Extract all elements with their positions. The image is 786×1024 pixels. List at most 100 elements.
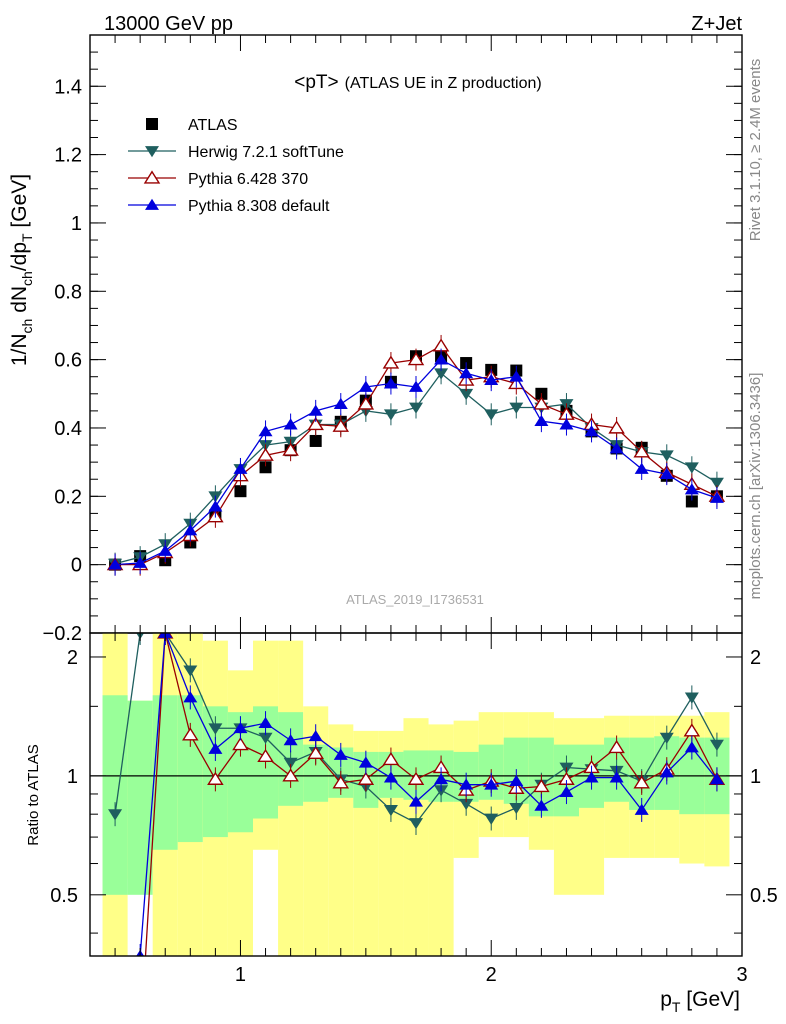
y-tick-label: 0.2 xyxy=(54,486,82,508)
data-point xyxy=(634,462,649,474)
y-tick-label: 0 xyxy=(71,555,82,577)
ratio-point xyxy=(584,771,599,783)
data-point xyxy=(584,425,599,437)
data-point xyxy=(233,462,248,474)
main-panel: ATLAS_2019_I1736531 <pT> (ATLAS UE in Z p… xyxy=(8,34,743,645)
ratio-point xyxy=(659,732,674,744)
ratio-point xyxy=(609,771,624,783)
ratio-point xyxy=(709,773,724,785)
ratio-series-pythia-6-428-370 xyxy=(144,633,726,956)
ratio-point xyxy=(509,774,524,787)
data-point xyxy=(509,370,524,382)
series-pythia-6-428-370 xyxy=(106,334,726,576)
ratio-y-tick-label: 1 xyxy=(67,766,78,788)
data-point xyxy=(409,402,423,414)
rivet-label: Rivet 3.1.10, ≥ 2.4M events xyxy=(747,59,764,242)
ratio-y-tick-label-right: 2 xyxy=(750,647,761,669)
legend-item-herwig-7-2-1-softtune: Herwig 7.2.1 softTune xyxy=(128,144,344,161)
data-point xyxy=(259,461,272,474)
legend-marker xyxy=(146,118,158,130)
ratio-point xyxy=(634,803,649,815)
data-point xyxy=(409,380,423,392)
legend-label: Pythia 8.308 default xyxy=(188,198,330,215)
ratio-point xyxy=(484,813,499,825)
y-tick-label: 0.8 xyxy=(54,281,82,303)
data-point xyxy=(684,483,699,495)
data-point xyxy=(258,425,273,437)
data-point xyxy=(358,380,373,392)
ratio-point xyxy=(183,691,198,703)
ratio-point xyxy=(308,729,323,742)
ratio-point xyxy=(207,771,224,785)
ratio-point xyxy=(684,692,699,704)
uncertainty-band-green xyxy=(177,695,203,843)
ratio-point xyxy=(534,799,549,811)
ratio-point xyxy=(333,748,348,760)
x-axis-label: pT [GeV] xyxy=(660,988,740,1015)
legend: ATLAS Herwig 7.2.1 softTune Pythia 6.428 3… xyxy=(128,117,344,215)
ratio-y-label: Ratio to ATLAS xyxy=(25,744,42,845)
legend-label: ATLAS xyxy=(188,117,238,134)
channel-label: Z+Jet xyxy=(691,13,742,35)
ratio-point xyxy=(208,723,223,735)
series-pythia-8-308-default xyxy=(108,348,724,576)
ratio-point xyxy=(232,736,249,751)
ratio-point xyxy=(108,809,123,821)
ratio-point xyxy=(183,665,198,677)
ratio-point xyxy=(434,773,449,785)
ratio-point xyxy=(409,818,423,830)
mcplots-label: mcplots.cern.ch [arXiv:1306.3436] xyxy=(747,373,764,600)
data-point xyxy=(659,467,674,480)
data-point xyxy=(158,544,173,556)
data-point xyxy=(133,556,148,568)
ratio-point xyxy=(382,751,400,766)
ratio-point xyxy=(358,756,373,768)
data-point xyxy=(633,444,650,458)
legend-marker xyxy=(145,146,159,158)
legend-label: Pythia 6.428 370 xyxy=(188,171,308,188)
data-point xyxy=(684,462,699,474)
data-point xyxy=(509,402,524,414)
legend-item-pythia-8-308-default: Pythia 8.308 default xyxy=(128,198,330,215)
data-point xyxy=(459,388,474,401)
uncertainty-band-green xyxy=(127,700,153,895)
data-point xyxy=(709,491,724,503)
ratio-point xyxy=(383,805,398,817)
ratio-point xyxy=(459,798,474,811)
watermark: ATLAS_2019_I1736531 xyxy=(346,592,484,607)
ratio-point xyxy=(559,785,574,797)
x-tick-label: 3 xyxy=(736,964,747,986)
ratio-point xyxy=(407,771,425,785)
data-point xyxy=(283,418,298,430)
data-point xyxy=(309,434,322,447)
ratio-point xyxy=(258,732,273,744)
data-point xyxy=(709,477,724,489)
data-point xyxy=(383,377,398,389)
ratio-point xyxy=(283,757,298,769)
ratio-point xyxy=(459,778,474,790)
ratio-y-tick-label: 0.5 xyxy=(50,885,78,907)
data-point xyxy=(484,409,499,421)
uncertainty-band-green xyxy=(102,695,128,895)
ratio-point xyxy=(283,734,298,746)
data-point xyxy=(333,397,348,409)
legend-item-atlas: ATLAS xyxy=(146,117,238,134)
ratio-point xyxy=(633,775,650,789)
ratio-point xyxy=(608,739,625,754)
data-point xyxy=(609,442,624,454)
y-tick-label: 1.2 xyxy=(54,145,82,167)
data-point xyxy=(407,352,425,366)
ratio-point xyxy=(208,742,223,754)
ratio-point xyxy=(484,778,499,790)
legend-marker xyxy=(145,198,159,210)
ratio-point xyxy=(709,739,724,751)
ratio-point xyxy=(533,778,550,793)
data-point xyxy=(382,355,400,369)
data-point xyxy=(234,485,247,498)
data-point xyxy=(308,404,323,416)
data-point xyxy=(434,368,449,380)
ratio-point xyxy=(659,766,674,778)
ratio-point xyxy=(307,745,324,760)
ratio-point xyxy=(357,771,375,785)
